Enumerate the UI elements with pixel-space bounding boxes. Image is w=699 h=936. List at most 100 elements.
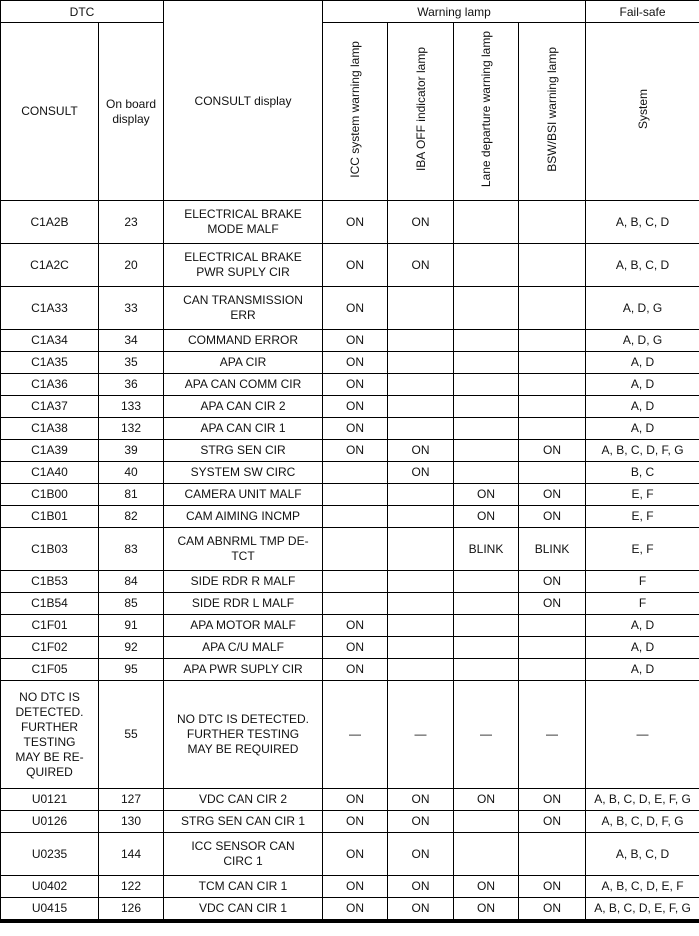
cell-bsw-lamp: ON	[518, 875, 587, 898]
cell-lane-lamp	[453, 329, 520, 352]
cell-icc-lamp	[322, 527, 389, 571]
header-icc-lamp-label: ICC system warning lamp	[348, 41, 363, 178]
cell-lane-lamp: ON	[453, 505, 520, 528]
cell-lane-lamp: ON	[453, 875, 520, 898]
cell-icc-lamp: ON	[322, 200, 389, 244]
table-row: C1F02 92 APA C/U MALF ON A, D	[0, 636, 699, 659]
cell-bsw-lamp	[518, 329, 587, 352]
cell-consult-display: SIDE RDR R MALF	[163, 570, 324, 593]
table-row: C1A2B 23 ELECTRICAL BRAKE MODE MALF ON O…	[0, 200, 699, 244]
table-row: C1B01 82 CAM AIMING INCMP ON ON E, F	[0, 505, 699, 528]
table-row: C1A37 133 APA CAN CIR 2 ON A, D	[0, 395, 699, 418]
cell-consult: C1B00	[0, 483, 99, 506]
cell-consult-display: CAMERA UNIT MALF	[163, 483, 324, 506]
cell-system: F	[585, 570, 699, 593]
cell-system: A, D, G	[585, 329, 699, 352]
cell-iba-lamp: ON	[387, 243, 455, 287]
cell-icc-lamp: ON	[322, 614, 389, 637]
cell-bsw-lamp: ON	[518, 505, 587, 528]
cell-onboard-display: 126	[97, 897, 165, 923]
table-row: C1F05 95 APA PWR SUPLY CIR ON A, D	[0, 658, 699, 681]
cell-icc-lamp: ON	[322, 373, 389, 396]
cell-icc-lamp: ON	[322, 351, 389, 374]
cell-onboard-display: 85	[97, 592, 165, 615]
cell-lane-lamp	[453, 592, 520, 615]
dtc-table-body: C1A2B 23 ELECTRICAL BRAKE MODE MALF ON O…	[0, 200, 699, 923]
cell-consult: C1B01	[0, 505, 99, 528]
cell-onboard-display: 36	[97, 373, 165, 396]
cell-iba-lamp: ON	[387, 832, 455, 876]
cell-consult: C1A39	[0, 439, 99, 462]
cell-consult-display: ELECTRICAL BRAKE MODE MALF	[163, 200, 324, 244]
cell-lane-lamp	[453, 395, 520, 418]
cell-consult: C1F01	[0, 614, 99, 637]
cell-consult-display: APA MOTOR MALF	[163, 614, 324, 637]
cell-lane-lamp	[453, 832, 520, 876]
cell-iba-lamp: ON	[387, 200, 455, 244]
cell-bsw-lamp	[518, 832, 587, 876]
cell-icc-lamp: —	[322, 680, 389, 789]
cell-iba-lamp: —	[387, 680, 455, 789]
table-row: C1A38 132 APA CAN CIR 1 ON A, D	[0, 417, 699, 440]
cell-lane-lamp	[453, 570, 520, 593]
cell-bsw-lamp: ON	[518, 483, 587, 506]
cell-consult: C1A35	[0, 351, 99, 374]
cell-bsw-lamp	[518, 200, 587, 244]
header-row-groups: DTC CONSULT display Warning lamp Fail-sa…	[0, 0, 699, 201]
header-row-columns: CONSULT On board display ICC system warn…	[0, 22, 699, 201]
cell-consult-display: NO DTC IS DETECTED. FURTHER TESTING MAY …	[163, 680, 324, 789]
cell-consult-display: STRG SEN CAN CIR 1	[163, 810, 324, 833]
cell-bsw-lamp: —	[518, 680, 587, 789]
cell-onboard-display: 33	[97, 286, 165, 330]
cell-icc-lamp	[322, 570, 389, 593]
cell-iba-lamp	[387, 351, 455, 374]
cell-iba-lamp: ON	[387, 810, 455, 833]
table-row: U0121 127 VDC CAN CIR 2 ON ON ON ON A, B…	[0, 788, 699, 811]
cell-onboard-display: 132	[97, 417, 165, 440]
cell-consult-display: SYSTEM SW CIRC	[163, 461, 324, 484]
cell-lane-lamp	[453, 810, 520, 833]
cell-system: A, D	[585, 614, 699, 637]
cell-consult-display: VDC CAN CIR 2	[163, 788, 324, 811]
cell-system: A, B, C, D, F, G	[585, 810, 699, 833]
cell-icc-lamp: ON	[322, 329, 389, 352]
cell-system: B, C	[585, 461, 699, 484]
cell-lane-lamp	[453, 658, 520, 681]
cell-consult-display: APA CAN COMM CIR	[163, 373, 324, 396]
cell-lane-lamp	[453, 417, 520, 440]
cell-consult: U0121	[0, 788, 99, 811]
cell-consult-display: STRG SEN CIR	[163, 439, 324, 462]
cell-system: A, B, C, D, F, G	[585, 439, 699, 462]
cell-consult-display: APA PWR SUPLY CIR	[163, 658, 324, 681]
table-row: C1B03 83 CAM ABNRML TMP DE- TCT BLINK BL…	[0, 527, 699, 571]
cell-bsw-lamp	[518, 351, 587, 374]
cell-consult: C1A33	[0, 286, 99, 330]
cell-system: E, F	[585, 505, 699, 528]
cell-bsw-lamp	[518, 286, 587, 330]
cell-onboard-display: 127	[97, 788, 165, 811]
cell-iba-lamp: ON	[387, 875, 455, 898]
header-consult: CONSULT	[0, 22, 99, 201]
cell-system: A, B, C, D, E, F, G	[585, 897, 699, 923]
cell-iba-lamp	[387, 286, 455, 330]
cell-system: A, D	[585, 417, 699, 440]
cell-onboard-display: 35	[97, 351, 165, 374]
cell-consult-display: CAN TRANSMISSION ERR	[163, 286, 324, 330]
table-row: C1B54 85 SIDE RDR L MALF ON F	[0, 592, 699, 615]
table-row: U0402 122 TCM CAN CIR 1 ON ON ON ON A, B…	[0, 875, 699, 898]
cell-consult-display: APA C/U MALF	[163, 636, 324, 659]
header-iba-lamp: IBA OFF indicator lamp	[387, 22, 455, 201]
cell-lane-lamp	[453, 439, 520, 462]
cell-lane-lamp	[453, 461, 520, 484]
cell-onboard-display: 130	[97, 810, 165, 833]
cell-consult: U0126	[0, 810, 99, 833]
cell-system: —	[585, 680, 699, 789]
cell-icc-lamp	[322, 592, 389, 615]
cell-consult: C1A2B	[0, 200, 99, 244]
table-row: C1A39 39 STRG SEN CIR ON ON ON A, B, C, …	[0, 439, 699, 462]
cell-lane-lamp	[453, 351, 520, 374]
header-bsw-lamp-label: BSW/BSI warning lamp	[545, 47, 560, 172]
cell-iba-lamp	[387, 417, 455, 440]
cell-icc-lamp: ON	[322, 810, 389, 833]
